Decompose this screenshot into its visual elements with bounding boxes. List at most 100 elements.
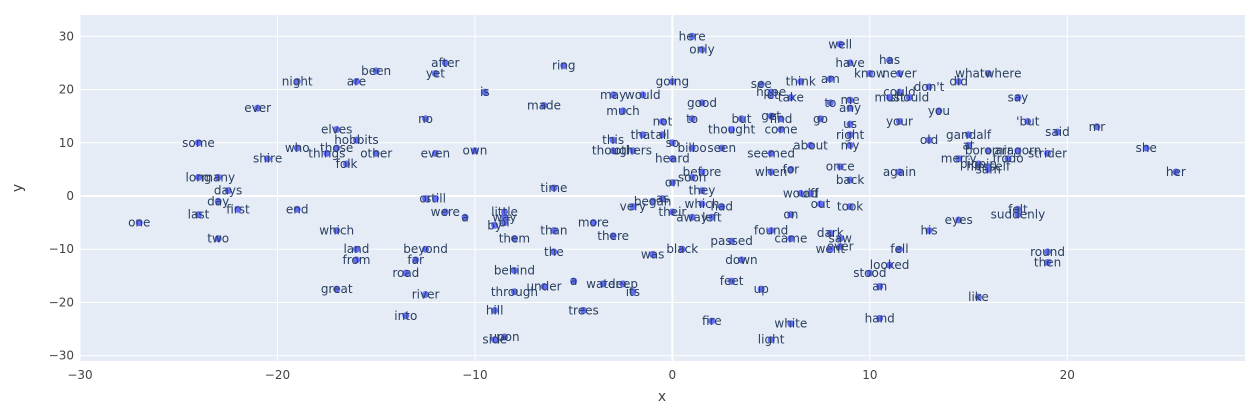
point-marker xyxy=(1014,211,1022,219)
point-label: than xyxy=(540,224,567,238)
point-marker xyxy=(214,235,222,243)
point-label: behind xyxy=(494,264,535,278)
point-marker xyxy=(777,115,785,123)
point-label: water xyxy=(586,277,620,291)
point-marker xyxy=(688,213,696,221)
point-label: had xyxy=(710,200,733,214)
point-marker xyxy=(412,256,420,264)
point-label: on xyxy=(783,208,798,222)
point-label: through xyxy=(491,285,538,299)
point-label: once xyxy=(826,160,855,174)
x-tick-label: 0 xyxy=(669,368,677,382)
point-marker xyxy=(1014,94,1022,102)
point-label: find xyxy=(770,112,793,126)
y-axis-title: y xyxy=(10,184,26,192)
point-marker xyxy=(501,219,509,227)
point-marker xyxy=(816,200,824,208)
point-marker xyxy=(293,205,301,213)
point-marker xyxy=(787,165,795,173)
point-marker xyxy=(698,187,706,195)
point-label: they xyxy=(689,184,716,198)
point-marker xyxy=(668,179,676,187)
point-label: first xyxy=(226,202,250,216)
point-marker xyxy=(826,99,834,107)
point-label: were xyxy=(431,205,460,219)
point-marker xyxy=(767,336,775,344)
point-marker xyxy=(846,176,854,184)
point-marker xyxy=(550,184,558,192)
point-label: day xyxy=(207,194,229,208)
point-marker xyxy=(501,213,509,221)
point-marker xyxy=(343,160,351,168)
point-marker xyxy=(333,144,341,152)
point-label: way xyxy=(492,210,516,224)
point-marker xyxy=(649,251,657,259)
point-marker xyxy=(965,141,973,149)
point-label: well xyxy=(828,37,852,51)
point-marker xyxy=(895,245,903,253)
point-marker xyxy=(1172,168,1180,176)
point-label: things xyxy=(308,146,345,160)
point-label: one xyxy=(128,216,150,230)
point-marker xyxy=(787,235,795,243)
point-marker xyxy=(698,99,706,107)
point-label: is xyxy=(480,85,490,99)
point-marker xyxy=(422,290,430,298)
point-marker xyxy=(570,277,578,285)
point-marker xyxy=(580,306,588,314)
point-label: from xyxy=(342,253,370,267)
point-label: again xyxy=(883,165,916,179)
point-label: that xyxy=(631,128,656,142)
point-marker xyxy=(757,80,765,88)
point-marker xyxy=(797,189,805,197)
point-label: not xyxy=(653,114,673,128)
point-marker xyxy=(323,149,331,157)
point-label: elves xyxy=(321,122,352,136)
y-tick-label: −30 xyxy=(49,349,74,363)
point-marker xyxy=(728,125,736,133)
point-marker xyxy=(668,78,676,86)
point-label: river xyxy=(412,287,440,301)
point-label: down xyxy=(725,253,757,267)
point-label: though xyxy=(592,144,634,158)
point-label: on xyxy=(665,176,680,190)
point-label: but xyxy=(732,112,752,126)
point-marker xyxy=(491,336,499,344)
point-marker xyxy=(352,136,360,144)
point-label: only xyxy=(689,43,714,57)
point-marker xyxy=(895,70,903,78)
point-label: dark xyxy=(817,226,844,240)
point-marker xyxy=(293,144,301,152)
point-marker xyxy=(955,78,963,86)
point-label: folk xyxy=(336,157,358,171)
point-label: am xyxy=(821,72,840,86)
point-label: shire xyxy=(253,152,282,166)
point-marker xyxy=(688,173,696,181)
point-label: did xyxy=(949,75,968,89)
point-label: began xyxy=(634,194,672,208)
point-marker xyxy=(767,227,775,235)
point-marker xyxy=(767,91,775,99)
point-marker xyxy=(728,277,736,285)
point-label: found xyxy=(754,224,788,238)
point-marker xyxy=(422,245,430,253)
point-marker xyxy=(619,107,627,115)
point-marker xyxy=(214,173,222,181)
point-label: like xyxy=(968,290,989,304)
point-marker xyxy=(876,314,884,322)
point-marker xyxy=(441,208,449,216)
point-label: little xyxy=(491,205,518,219)
point-label: been xyxy=(361,64,391,78)
point-marker xyxy=(422,115,430,123)
point-marker xyxy=(609,136,617,144)
point-label: own xyxy=(463,144,488,158)
point-label: never xyxy=(882,67,916,81)
y-tick-labels: −30 −20 −10 0 10 20 30 xyxy=(49,29,74,362)
point-marker xyxy=(1014,205,1022,213)
point-label: deep xyxy=(608,277,638,291)
point-marker xyxy=(1024,117,1032,125)
point-marker xyxy=(491,306,499,314)
point-label: went xyxy=(816,242,846,256)
point-marker xyxy=(866,269,874,277)
